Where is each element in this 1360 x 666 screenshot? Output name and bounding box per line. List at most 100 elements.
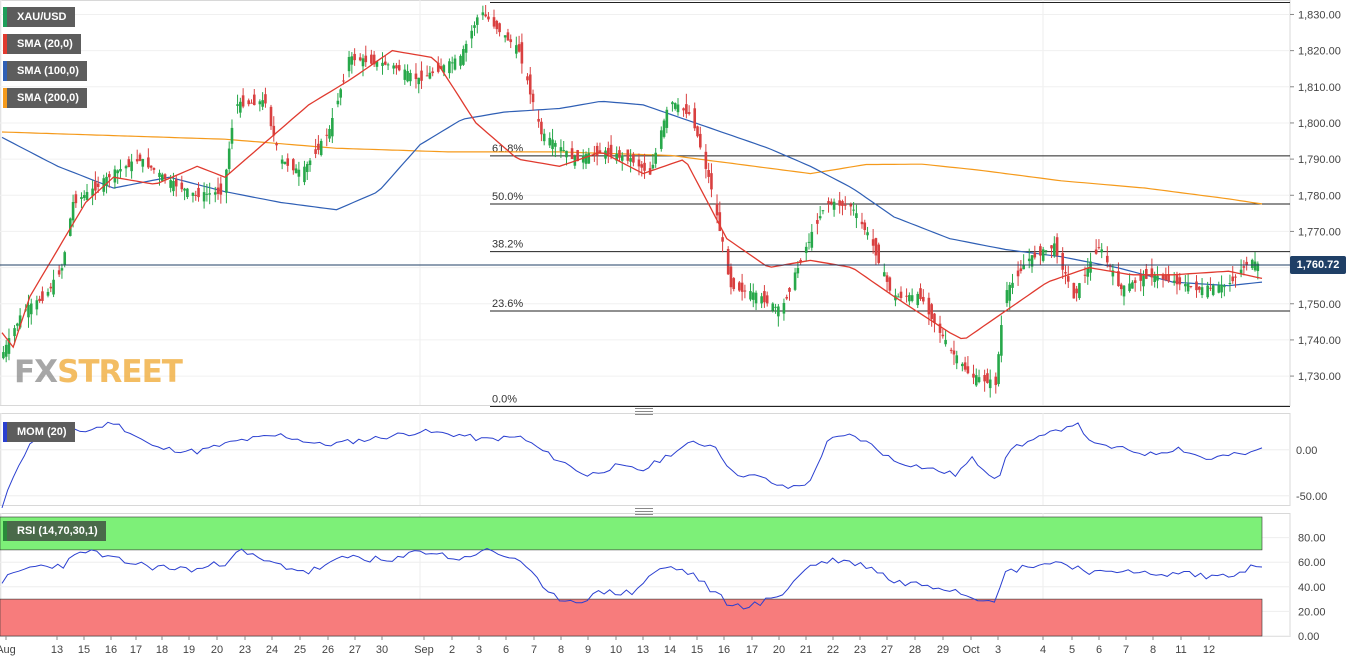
candle-body: [1097, 247, 1101, 249]
x-tick-label-0: Aug: [0, 644, 16, 656]
x-tick-label-16: 3: [476, 644, 482, 656]
candle-body: [96, 183, 100, 187]
candle-body: [763, 291, 766, 303]
candle-body: [1150, 268, 1154, 278]
mom-resize-handle[interactable]: [635, 408, 653, 415]
candle-body: [520, 42, 524, 64]
candle-body: [180, 182, 184, 190]
candle-body: [453, 58, 457, 70]
candle-body: [710, 173, 713, 190]
x-tick-label-13: 30: [376, 644, 388, 656]
y-tick-label-rsi-0: 80.00: [1298, 533, 1326, 545]
candle-body: [1245, 261, 1248, 265]
candle-body: [1239, 269, 1243, 274]
x-tick-label-35: 3: [995, 644, 1001, 656]
candle-body: [314, 149, 317, 154]
candle-body: [395, 65, 398, 69]
candle-body: [760, 296, 763, 304]
candle-body: [52, 279, 55, 295]
candle-body: [785, 296, 789, 299]
candle-body: [1086, 267, 1090, 277]
candle-body: [252, 94, 256, 106]
candle-body: [397, 65, 401, 71]
candle-body: [492, 17, 496, 27]
legend-mom[interactable]: MOM (20): [3, 422, 75, 442]
candle-body: [1217, 285, 1221, 293]
y-tick-label-mom-1: -50.00: [1296, 491, 1327, 503]
candle-body: [141, 159, 145, 167]
candle-body: [1064, 272, 1067, 274]
y-tick-label-main-0: 1,730.00: [1298, 371, 1341, 383]
x-tick-label-18: 7: [531, 644, 537, 656]
candle-body: [749, 291, 752, 300]
candle-body: [1139, 275, 1143, 281]
mom-polyline: [1, 421, 1263, 509]
x-tick-label-9: 24: [266, 644, 278, 656]
candle-body: [941, 334, 945, 337]
candle-body: [247, 100, 251, 105]
x-tick-label-2: 15: [78, 644, 90, 656]
panel-border-1: [0, 413, 1291, 506]
legend-sma200[interactable]: SMA (200,0): [3, 88, 87, 108]
candle-body: [227, 148, 231, 169]
candle-body: [743, 290, 747, 292]
candle-body: [816, 220, 819, 224]
candle-body: [1195, 281, 1198, 291]
fib-label-0: 100.0%: [492, 0, 530, 2]
x-tick-label-24: 15: [691, 644, 703, 656]
candle-body: [38, 298, 41, 302]
y-tick-label-main-1: 1,740.00: [1298, 335, 1341, 347]
candle-body: [275, 143, 278, 146]
y-tick-label-main-4: 1,770.00: [1298, 226, 1341, 238]
x-tick-label-37: 5: [1069, 644, 1075, 656]
x-axis: Aug13151617181920232425262730Sep23678910…: [0, 636, 1215, 656]
candle-body: [570, 148, 574, 159]
legend-mom-label: MOM (20): [17, 426, 67, 438]
legend-sma100[interactable]: SMA (100,0): [3, 61, 87, 81]
candle-body: [169, 180, 172, 188]
legend-symbol[interactable]: XAU/USD: [3, 7, 75, 27]
candle-body: [152, 167, 156, 170]
candle-body: [414, 73, 418, 80]
rsi-oversold-band: [0, 598, 1263, 637]
candle-body: [765, 295, 769, 304]
candle-body: [250, 102, 253, 104]
candle-body: [540, 121, 543, 135]
candle-body: [1030, 255, 1034, 267]
rsi-resize-handle[interactable]: [635, 508, 653, 515]
candle-body: [2, 352, 5, 359]
candle-body: [1211, 285, 1215, 295]
legend-sma20[interactable]: SMA (20,0): [3, 34, 81, 54]
candle-body: [988, 379, 992, 389]
candle-body: [1209, 287, 1212, 289]
candle-body: [910, 295, 914, 301]
x-tick-label-22: 13: [637, 644, 649, 656]
candle-body: [375, 61, 379, 67]
candle-body: [60, 268, 64, 271]
candle-body: [1175, 273, 1179, 285]
candle-body: [997, 354, 1000, 385]
candle-body: [230, 127, 234, 144]
legend-rsi[interactable]: RSI (14,70,30,1): [3, 521, 106, 541]
candle-body: [1089, 261, 1092, 273]
candle-body: [319, 140, 323, 156]
candle-body: [676, 104, 680, 113]
x-tick-label-42: 12: [1203, 644, 1215, 656]
candle-body: [804, 246, 808, 253]
candle-body: [353, 53, 356, 61]
candle-body: [754, 292, 758, 304]
candle-body: [548, 137, 552, 146]
candle-body: [607, 147, 610, 155]
x-tick-label-15: 2: [449, 644, 455, 656]
candle-body: [119, 168, 122, 172]
candle-body: [732, 278, 736, 290]
candle-body: [1033, 252, 1037, 258]
candle-body: [105, 176, 108, 186]
candle-body: [620, 155, 624, 161]
candle-body: [551, 139, 554, 150]
x-tick-label-21: 10: [610, 644, 622, 656]
candle-body: [751, 292, 755, 300]
fib-label-1: 61.8%: [492, 143, 523, 155]
candle-body: [331, 117, 334, 137]
